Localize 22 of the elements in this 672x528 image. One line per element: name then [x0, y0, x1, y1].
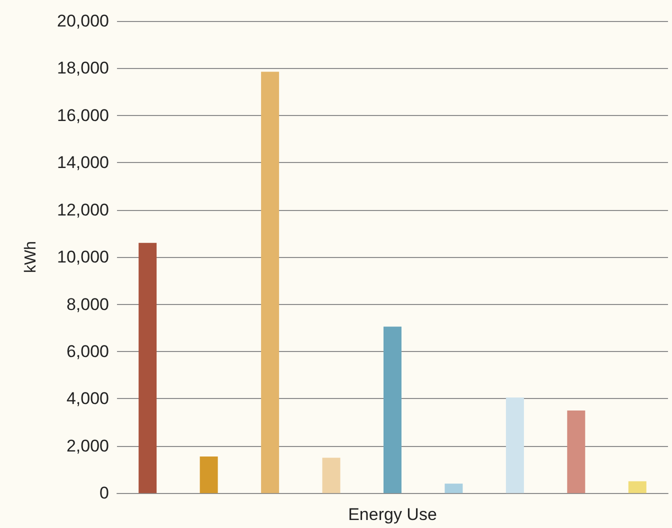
y-tick-label: 2,000	[66, 436, 109, 456]
y-tick-label: 4,000	[66, 389, 109, 408]
y-tick-label: 18,000	[57, 58, 109, 78]
y-tick-label: 6,000	[66, 342, 109, 361]
bar	[138, 242, 157, 494]
bar	[567, 410, 586, 494]
bar	[384, 326, 402, 494]
bar	[444, 484, 463, 494]
y-tick-label: 16,000	[57, 106, 109, 125]
y-tick-label: 14,000	[57, 153, 109, 172]
x-axis-title: Energy Use	[348, 505, 437, 524]
bar	[628, 481, 646, 494]
bar	[322, 458, 340, 494]
bar	[200, 456, 218, 494]
y-axis-title: kWh	[22, 241, 40, 274]
y-tick-label: 0	[100, 484, 109, 503]
y-tick-label: 12,000	[57, 200, 109, 220]
y-tick-label: 20,000	[57, 12, 109, 30]
bar	[261, 72, 280, 494]
y-tick-label: 8,000	[66, 294, 109, 314]
y-tick-label: 10,000	[57, 248, 109, 267]
bar	[506, 398, 524, 494]
